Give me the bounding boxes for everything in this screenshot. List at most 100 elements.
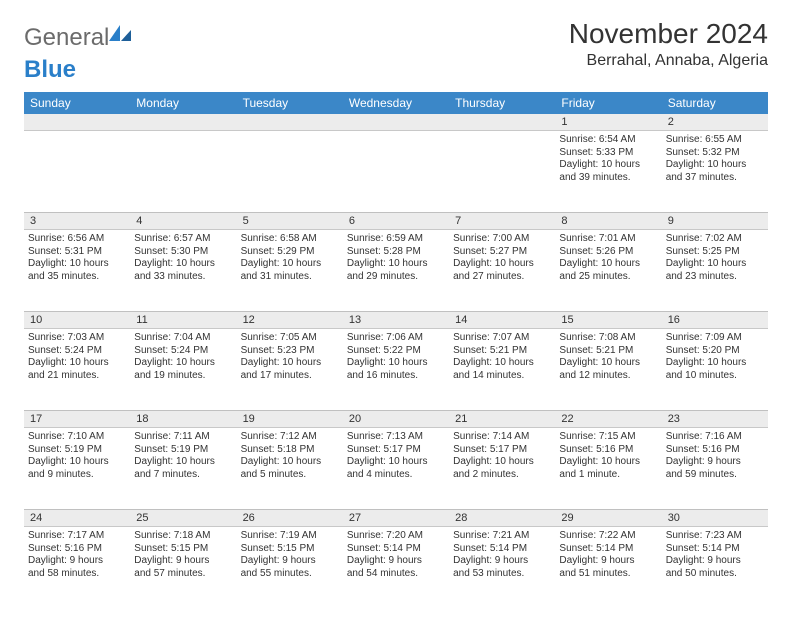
day-content-row: Sunrise: 7:10 AM Sunset: 5:19 PM Daylight:… (24, 428, 768, 510)
daylight-text: Daylight: 10 hours (134, 357, 232, 370)
day-cell: Sunrise: 7:15 AMSunset: 5:16 PMDaylight:… (555, 428, 661, 510)
day-cell (449, 131, 555, 213)
brand-part2: Blue (24, 56, 76, 84)
day-number-cell: 26 (237, 510, 343, 527)
daylight-text: Daylight: 10 hours (666, 357, 764, 370)
daylight-text: Daylight: 10 hours (134, 258, 232, 271)
daylight-text: and 37 minutes. (666, 172, 764, 185)
sunset-text: Sunset: 5:15 PM (241, 543, 339, 556)
day-number-cell: 21 (449, 411, 555, 428)
calendar-table: SundayMondayTuesdayWednesdayThursdayFrid… (24, 92, 768, 609)
day-number-cell: 25 (130, 510, 236, 527)
day-cell: Sunrise: 7:10 AMSunset: 5:19 PMDaylight:… (24, 428, 130, 510)
day-cell: Sunrise: 7:12 AMSunset: 5:18 PMDaylight:… (237, 428, 343, 510)
day-cell: Sunrise: 7:18 AMSunset: 5:15 PMDaylight:… (130, 527, 236, 609)
sunset-text: Sunset: 5:24 PM (28, 345, 126, 358)
day-number-cell: 3 (24, 213, 130, 230)
sunrise-text: Sunrise: 6:59 AM (347, 233, 445, 246)
day-number-cell (130, 114, 236, 131)
daylight-text: Daylight: 10 hours (28, 258, 126, 271)
day-number-cell: 22 (555, 411, 661, 428)
day-number-cell (449, 114, 555, 131)
sunrise-text: Sunrise: 7:23 AM (666, 530, 764, 543)
day-number-cell: 7 (449, 213, 555, 230)
sunrise-text: Sunrise: 7:10 AM (28, 431, 126, 444)
sail-icon (109, 25, 131, 41)
day-cell (237, 131, 343, 213)
sunset-text: Sunset: 5:15 PM (134, 543, 232, 556)
sunrise-text: Sunrise: 7:03 AM (28, 332, 126, 345)
day-content-row: Sunrise: 7:17 AMSunset: 5:16 PMDaylight:… (24, 527, 768, 609)
calendar-body: 12Sunrise: 6:54 AMSunset: 5:33 PMDayligh… (24, 114, 768, 609)
sunset-text: Sunset: 5:31 PM (28, 246, 126, 259)
sunrise-text: Sunrise: 7:13 AM (347, 431, 445, 444)
sunset-text: Sunset: 5:18 PM (241, 444, 339, 457)
sunset-text: Sunset: 5:16 PM (28, 543, 126, 556)
day-number-cell: 28 (449, 510, 555, 527)
day-cell: Sunrise: 6:57 AMSunset: 5:30 PMDaylight:… (130, 230, 236, 312)
daylight-text: Daylight: 10 hours (28, 456, 126, 469)
daylight-text: Daylight: 10 hours (666, 159, 764, 172)
sunset-text: Sunset: 5:14 PM (559, 543, 657, 556)
day-cell: Sunrise: 7:16 AMSunset: 5:16 PMDaylight:… (662, 428, 768, 510)
day-cell: Sunrise: 7:21 AMSunset: 5:14 PMDaylight:… (449, 527, 555, 609)
day-cell: Sunrise: 6:54 AMSunset: 5:33 PMDaylight:… (555, 131, 661, 213)
sunrise-text: Sunrise: 7:02 AM (666, 233, 764, 246)
weekday-header-cell: Sunday (24, 92, 130, 114)
daylight-text: and 58 minutes. (28, 568, 126, 581)
sunset-text: Sunset: 5:16 PM (559, 444, 657, 457)
day-number-cell: 4 (130, 213, 236, 230)
daylight-text: Daylight: 10 hours (453, 357, 551, 370)
daylight-text: and 12 minutes. (559, 370, 657, 383)
sunrise-text: Sunrise: 7:05 AM (241, 332, 339, 345)
day-cell: Sunrise: 7:00 AMSunset: 5:27 PMDaylight:… (449, 230, 555, 312)
title-block: November 2024 Berrahal, Annaba, Algeria (569, 18, 768, 70)
day-number-cell: 16 (662, 312, 768, 329)
weekday-header-cell: Saturday (662, 92, 768, 114)
month-title: November 2024 (569, 18, 768, 50)
daylight-text: and 59 minutes. (666, 469, 764, 482)
daylight-text: and 19 minutes. (134, 370, 232, 383)
sunrise-text: Sunrise: 7:12 AM (241, 431, 339, 444)
day-content-row: Sunrise: 6:54 AMSunset: 5:33 PM Daylight:… (24, 131, 768, 213)
day-cell: Sunrise: 6:55 AMSunset: 5:32 PMDaylight:… (662, 131, 768, 213)
day-number-row: 24252627282930 (24, 510, 768, 527)
day-number-cell: 14 (449, 312, 555, 329)
sunrise-text: Sunrise: 7:21 AM (453, 530, 551, 543)
day-content-row: Sunrise: 6:56 AMSunset: 5:31 PMDaylight:… (24, 230, 768, 312)
sunset-text: Sunset: 5:19 PM (134, 444, 232, 457)
day-number-cell: 11 (130, 312, 236, 329)
sunrise-text: Sunrise: 6:58 AM (241, 233, 339, 246)
day-cell: Sunrise: 7:07 AMSunset: 5:21 PMDaylight:… (449, 329, 555, 411)
day-cell: Sunrise: 6:59 AMSunset: 5:28 PMDaylight:… (343, 230, 449, 312)
daylight-text: and 2 minutes. (453, 469, 551, 482)
day-number-row: 3456789 (24, 213, 768, 230)
sunrise-text: Sunrise: 7:16 AM (666, 431, 764, 444)
sunset-text: Sunset: 5:27 PM (453, 246, 551, 259)
sunrise-text: Sunrise: 7:08 AM (559, 332, 657, 345)
sunset-text: Sunset: 5:33 PM (559, 147, 657, 160)
daylight-text: and 21 minutes. (28, 370, 126, 383)
sunrise-text: Sunrise: 7:01 AM (559, 233, 657, 246)
weekday-header-cell: Monday (130, 92, 236, 114)
day-cell: Sunrise: 7:01 AMSunset: 5:26 PMDaylight:… (555, 230, 661, 312)
day-cell: Sunrise: 6:58 AMSunset: 5:29 PMDaylight:… (237, 230, 343, 312)
day-number-cell: 23 (662, 411, 768, 428)
day-number-cell: 1 (555, 114, 661, 131)
sunrise-text: Sunrise: 7:04 AM (134, 332, 232, 345)
day-cell (343, 131, 449, 213)
day-number-cell: 8 (555, 213, 661, 230)
sunrise-text: Sunrise: 6:54 AM (559, 134, 657, 147)
day-cell: Sunrise: 7:19 AMSunset: 5:15 PMDaylight:… (237, 527, 343, 609)
daylight-text: and 4 minutes. (347, 469, 445, 482)
day-cell: Sunrise: 7:06 AMSunset: 5:22 PMDaylight:… (343, 329, 449, 411)
daylight-text: Daylight: 10 hours (241, 258, 339, 271)
day-cell: Sunrise: 7:02 AMSunset: 5:25 PMDaylight:… (662, 230, 768, 312)
daylight-text: and 10 minutes. (666, 370, 764, 383)
day-number-cell: 18 (130, 411, 236, 428)
sunrise-text: Sunrise: 7:18 AM (134, 530, 232, 543)
day-number-cell: 9 (662, 213, 768, 230)
sunrise-text: Sunrise: 7:19 AM (241, 530, 339, 543)
sunrise-text: Sunrise: 7:09 AM (666, 332, 764, 345)
sunrise-text: Sunrise: 7:06 AM (347, 332, 445, 345)
